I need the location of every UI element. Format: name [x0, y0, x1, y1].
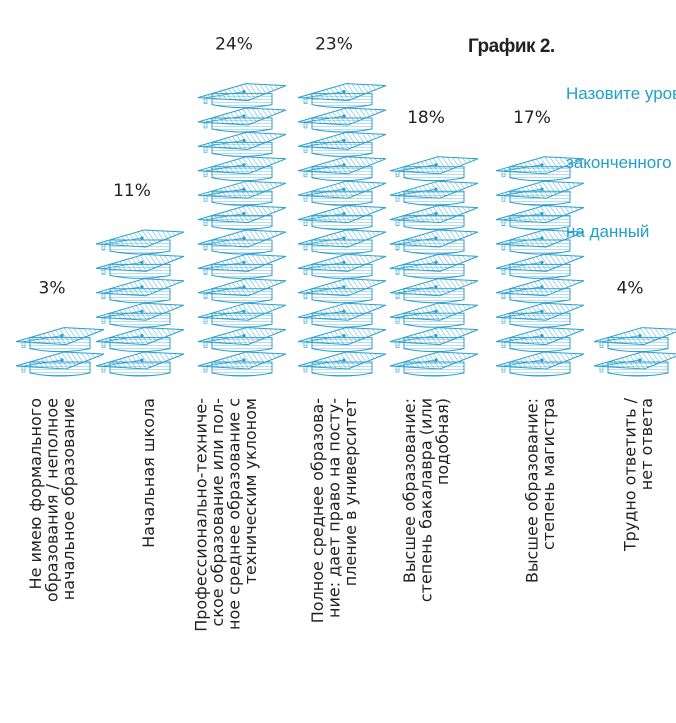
category-label-line: образования / неполное: [43, 398, 62, 602]
subtitle-line: законченного: [566, 153, 672, 172]
value-label: 4%: [617, 279, 644, 299]
category-label-line: Трудно ответить /: [621, 397, 640, 552]
category-label-line: нет ответа: [637, 398, 656, 490]
value-label: 11%: [113, 181, 151, 201]
category-label-line: подобная): [433, 398, 452, 485]
category-label-line: Полное среднее образова-: [308, 398, 327, 623]
value-label: 24%: [215, 35, 253, 55]
cap-stack-bar: [389, 156, 479, 377]
category-label: Начальная школа: [139, 398, 158, 548]
category-label: Трудно ответить /нет ответа: [621, 397, 657, 552]
category-label: Полное среднее образова-ние: дает право …: [308, 398, 360, 623]
category-label: Профессионально-техниче-ское образование…: [192, 398, 261, 632]
category-label-line: Начальная школа: [139, 398, 158, 548]
value-label: 17%: [513, 108, 551, 128]
cap-stack-bar: [297, 83, 387, 377]
category-label-line: степень магистра: [539, 398, 558, 550]
category-label-line: Не имею формального: [26, 398, 45, 589]
category-label: Высшее образование:степень магистра: [523, 398, 559, 583]
cap-stack-bar: [495, 156, 585, 377]
category-label: Высшее образование:степень бакалавра (ил…: [400, 398, 452, 602]
category-label-line: степень бакалавра (или: [417, 398, 436, 602]
category-label-line: ние: дает право на посту-: [325, 398, 344, 618]
category-label-line: ское образование или пол-: [208, 398, 227, 626]
value-label: 3%: [39, 279, 66, 299]
category-label-line: техническим уклоном: [241, 398, 260, 584]
cap-stack-bar: [15, 327, 105, 377]
category-label-line: пление в университет: [341, 398, 360, 586]
subtitle-line: Назовите уровень: [566, 84, 676, 103]
chart-subtitle: Назовите уровень законченного на данный: [566, 36, 676, 266]
chart-title: График 2.: [468, 36, 555, 57]
category-label-line: Профессионально-техниче-: [192, 398, 211, 632]
category-label-line: начальное образование: [59, 398, 78, 600]
category-label-line: Высшее образование:: [523, 398, 542, 583]
cap-stack-bar: [95, 229, 185, 377]
category-label-line: ное среднее образование с: [225, 398, 244, 630]
cap-stack-bar: [197, 83, 287, 377]
category-label-line: Высшее образование:: [400, 398, 419, 583]
value-label: 18%: [407, 108, 445, 128]
cap-stack-bar: [593, 327, 676, 377]
value-label: 23%: [315, 35, 353, 55]
